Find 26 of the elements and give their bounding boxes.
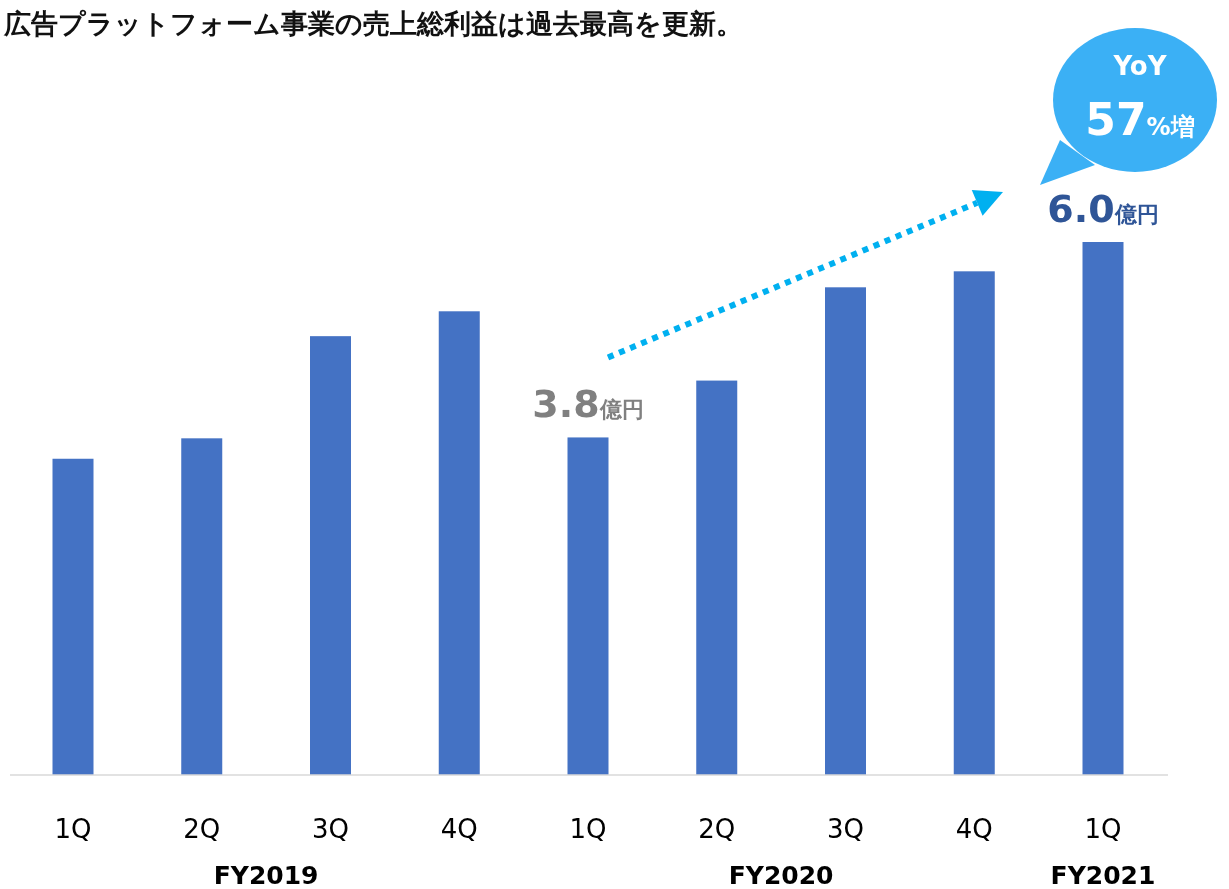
x-tick-label: 3Q [826,814,865,844]
data-label: 3.8億円 [532,382,644,427]
x-tick-label: 3Q [311,814,350,844]
x-tick-label: 2Q [698,814,736,844]
text: FY2021 [1050,861,1156,889]
x-tick-label: 2Q [183,814,221,844]
x-tick-label: 4Q [955,814,993,844]
x-tick-label: 4Q [440,814,478,844]
x-tick-label: 1Q [54,814,92,844]
bar [953,271,995,775]
bar [696,380,738,775]
text: FY2019 [213,861,319,889]
bar [310,336,351,775]
bar [52,458,94,775]
text: YoY [1112,51,1168,81]
text: 57%増 [1085,94,1195,145]
bar [438,311,480,775]
bar [567,437,609,775]
x-tick-label: 1Q [569,814,607,844]
bar [825,287,866,775]
bar [1082,242,1124,775]
bar [181,438,223,775]
data-label: 6.0億円 [1047,187,1159,231]
x-tick-label: 1Q [1084,814,1122,844]
text: FY2020 [728,861,834,889]
chart-title: 広告プラットフォーム事業の売上総利益は過去最高を更新。 [3,8,743,39]
